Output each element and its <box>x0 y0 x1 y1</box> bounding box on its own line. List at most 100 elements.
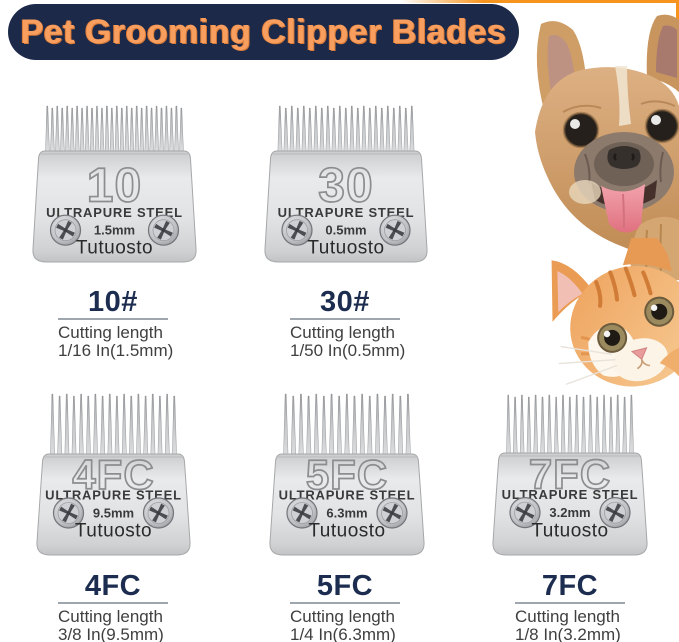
blade-tooth <box>581 396 586 456</box>
blade-tooth <box>169 107 174 154</box>
blade-body <box>36 453 191 556</box>
blade-tooth <box>526 396 532 456</box>
cutting-length-value: 1/8 In(3.2mm) <box>515 625 621 642</box>
blade-tooth <box>129 107 135 154</box>
blade-tooth <box>50 393 55 457</box>
cat-nose <box>630 347 648 361</box>
blade-steel-label: ULTRAPURE STEEL <box>278 205 415 220</box>
blade-tooth <box>57 395 63 457</box>
blade-card-30: 30 ULTRAPURE STEEL 0.5mm Tutuosto <box>259 100 433 270</box>
blade-tooth <box>283 393 289 457</box>
blade-screw <box>379 214 411 246</box>
blade-tooth <box>405 393 411 457</box>
blade-tooth <box>289 105 295 154</box>
title-banner: Pet Grooming Clipper Blades <box>8 4 519 60</box>
blade-tooth <box>622 396 628 456</box>
cutting-length-value: 1/16 In(1.5mm) <box>58 341 174 360</box>
blade-tooth <box>375 393 381 457</box>
blade-tooth <box>367 107 373 154</box>
cat-forehead-stripes <box>594 266 653 308</box>
blade-tooth <box>134 105 140 154</box>
blade-tooth <box>403 107 409 154</box>
blade-tooth <box>595 396 600 456</box>
blade-engraving: 5FC <box>306 451 388 498</box>
blade-tooth <box>164 105 169 154</box>
blade-tooth <box>560 394 566 456</box>
blade-size-label: 1.5mm <box>94 223 135 238</box>
blade-tooth <box>45 105 50 154</box>
dog-right-eye-glint <box>651 115 661 125</box>
blade-tooth <box>136 393 141 457</box>
blade-label-4FC: 4FC Cutting length 3/8 In(9.5mm) <box>58 572 168 642</box>
blade-tooth <box>164 393 170 457</box>
blade-tooth <box>409 105 415 154</box>
dog-left-eye-glint <box>570 119 580 129</box>
blade-tooth <box>75 105 80 154</box>
blade-tooth <box>149 107 154 154</box>
blade-tooth <box>124 105 130 154</box>
blade-tooth <box>86 395 91 457</box>
dog-left-eye-ring <box>562 111 600 149</box>
blade-tooth <box>290 395 297 457</box>
blade-tooth <box>78 393 84 457</box>
blade-screw <box>49 214 82 246</box>
blade-brand-label: Tutuosto <box>308 521 385 542</box>
blade-steel-label: ULTRAPURE STEEL <box>45 488 182 503</box>
blade-tooth <box>355 107 361 154</box>
dog-cheek <box>569 180 601 204</box>
cat-right-eye-rim <box>644 296 675 327</box>
blade-tooth <box>601 394 607 456</box>
blade-tooth <box>397 105 403 154</box>
blade-tooth <box>84 105 90 154</box>
blade-tooth <box>397 395 404 457</box>
blade-tooth <box>382 395 388 457</box>
blade-tooth <box>519 394 525 456</box>
blade-screw <box>599 496 631 529</box>
dog-blaze <box>615 66 631 126</box>
blade-model-heading: 10# <box>88 286 138 318</box>
blade-tooth <box>301 105 307 154</box>
blade-tooth <box>179 107 184 154</box>
blade-tooth <box>89 107 95 154</box>
cutting-length-value: 3/8 In(9.5mm) <box>58 625 164 642</box>
blade-tooth <box>343 107 349 154</box>
blade-card-4FC: 4FC ULTRAPURE STEEL 9.5mm Tutuosto <box>31 388 196 563</box>
blade-tooth <box>390 393 396 457</box>
blade-brand-label: Tutuosto <box>75 521 152 542</box>
blade-tooth <box>574 394 580 456</box>
blade-tooth <box>533 394 539 456</box>
blade-brand-label: Tutuosto <box>76 237 153 258</box>
blade-tooth <box>336 395 342 457</box>
blade-tooth <box>313 393 319 457</box>
blade-tooth <box>154 105 159 154</box>
blade-tooth <box>361 105 367 154</box>
blade-tooth <box>65 105 70 154</box>
blade-tooth <box>567 396 573 456</box>
blade-tooth <box>554 396 559 456</box>
blade-tooth <box>512 396 518 456</box>
label-underline <box>58 318 168 320</box>
blade-screw <box>509 496 541 529</box>
blade-tooth <box>608 396 614 456</box>
blade-tooth <box>379 107 385 154</box>
dog-tongue-crease <box>622 193 625 229</box>
blade-tooth <box>588 394 593 456</box>
blade-card-7FC: 7FC ULTRAPURE STEEL 3.2mm Tutuosto <box>487 389 653 563</box>
blade-engraving: 7FC <box>529 450 611 497</box>
dog-right-ear-inner <box>656 25 677 78</box>
blade-tooth <box>298 393 304 457</box>
blade-model-heading: 5FC <box>316 570 374 602</box>
page-title: Pet Grooming Clipper Blades <box>20 12 507 51</box>
blade-brand-label: Tutuosto <box>531 520 608 541</box>
blade-screw <box>281 214 313 246</box>
label-underline <box>58 602 168 604</box>
blade-tooth <box>143 395 149 457</box>
blade-tooth <box>94 105 100 154</box>
blade-tooth <box>104 105 110 154</box>
blade-tooth <box>129 395 134 457</box>
cutting-length-label: Cutting length <box>290 323 395 342</box>
